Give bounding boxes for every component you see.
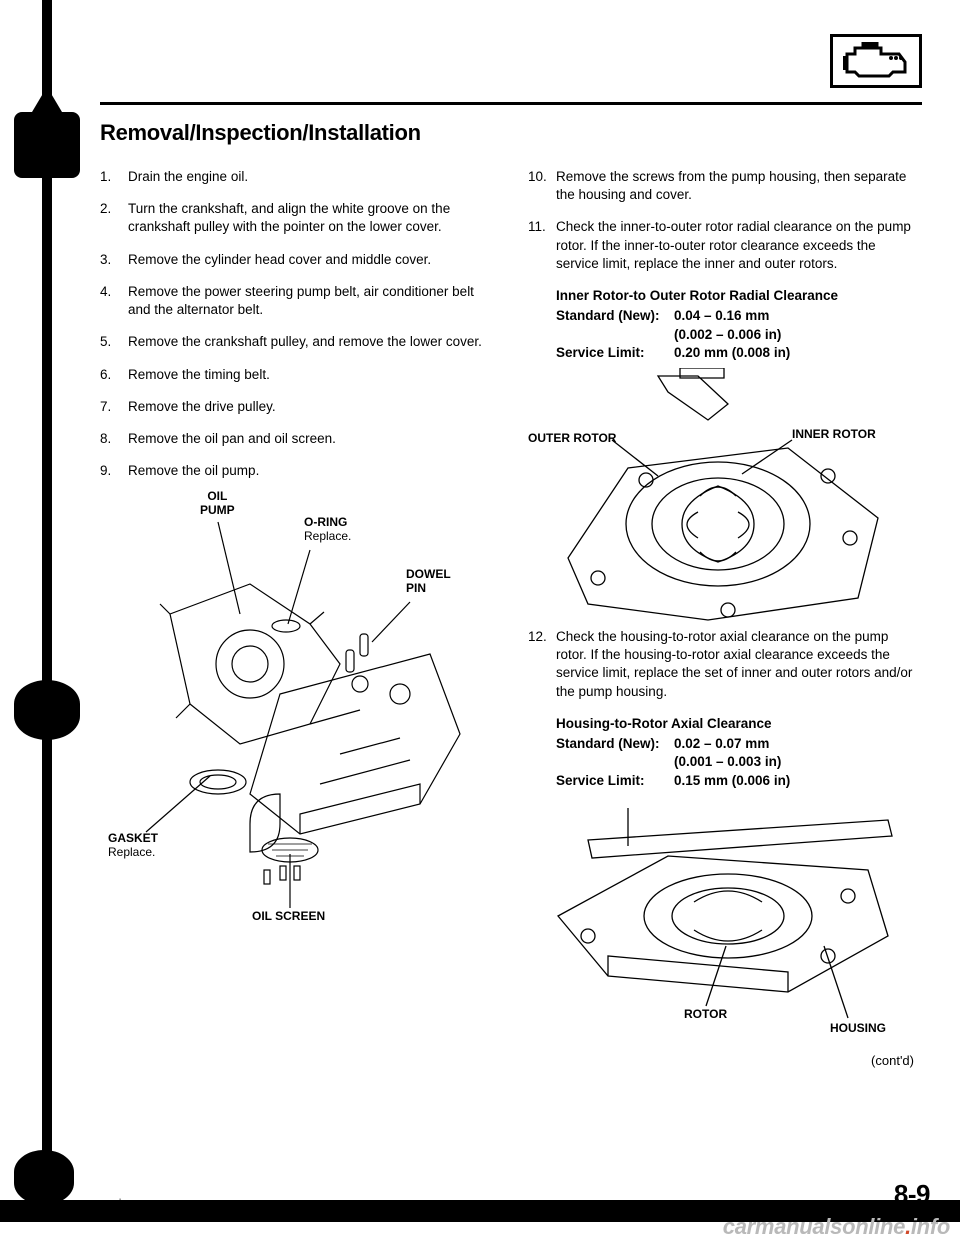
watermark: carmanualsonline.info [723, 1214, 950, 1240]
steps-list-right2: 12.Check the housing-to-rotor axial clea… [528, 628, 922, 701]
housing-art [528, 796, 908, 1036]
step-text: Remove the power steering pump belt, air… [128, 283, 494, 319]
binder-stem [42, 0, 52, 1210]
binder-tab [14, 112, 80, 178]
rotor-art [528, 368, 908, 628]
spec-title: Housing-to-Rotor Axial Clearance [556, 715, 922, 733]
step-text: Remove the cylinder head cover and middl… [128, 251, 494, 269]
step-number: 2. [100, 200, 128, 236]
top-rule [100, 102, 922, 105]
step-number: 7. [100, 398, 128, 416]
rotor-clearance-diagram: OUTER ROTOR INNER ROTOR [528, 368, 922, 628]
step-number: 10. [528, 168, 556, 204]
step-text: Turn the crankshaft, and align the white… [128, 200, 494, 236]
step-text: Remove the crankshaft pulley, and remove… [128, 333, 494, 351]
housing-clearance-diagram: ROTOR HOUSING [528, 796, 922, 1046]
contd-note: (cont'd) [871, 1052, 914, 1070]
binder-tab [14, 680, 80, 740]
step-number: 11. [528, 218, 556, 273]
step-number: 9. [100, 462, 128, 480]
step-number: 8. [100, 430, 128, 448]
step-number: 3. [100, 251, 128, 269]
step-text: Remove the oil pan and oil screen. [128, 430, 494, 448]
spec-title: Inner Rotor-to Outer Rotor Radial Cleara… [556, 287, 922, 305]
step-text: Remove the timing belt. [128, 366, 494, 384]
oil-pump-diagram: OILPUMP O-RINGReplace. DOWELPIN GASKETRe… [100, 494, 494, 934]
step-text: Check the inner-to-outer rotor radial cl… [556, 218, 922, 273]
exploded-view-art [100, 494, 480, 924]
right-column: 10.Remove the screws from the pump housi… [528, 168, 922, 1046]
spec-block-1: Inner Rotor-to Outer Rotor Radial Cleara… [528, 287, 922, 362]
step-number: 12. [528, 628, 556, 701]
page-content: Removal/Inspection/Installation 1.Drain … [100, 120, 922, 1046]
step-number: 6. [100, 366, 128, 384]
step-number: 5. [100, 333, 128, 351]
engine-icon [830, 34, 922, 88]
steps-list-right: 10.Remove the screws from the pump housi… [528, 168, 922, 273]
step-text: Remove the drive pulley. [128, 398, 494, 416]
step-number: 1. [100, 168, 128, 186]
steps-list-left: 1.Drain the engine oil. 2.Turn the crank… [100, 168, 494, 480]
step-text: Remove the oil pump. [128, 462, 494, 480]
page-title: Removal/Inspection/Installation [100, 120, 922, 146]
step-text: Drain the engine oil. [128, 168, 494, 186]
step-text: Check the housing-to-rotor axial clearan… [556, 628, 922, 701]
step-number: 4. [100, 283, 128, 319]
left-column: 1.Drain the engine oil. 2.Turn the crank… [100, 168, 494, 1046]
spec-block-2: Housing-to-Rotor Axial Clearance Standar… [528, 715, 922, 790]
step-text: Remove the screws from the pump housing,… [556, 168, 922, 204]
